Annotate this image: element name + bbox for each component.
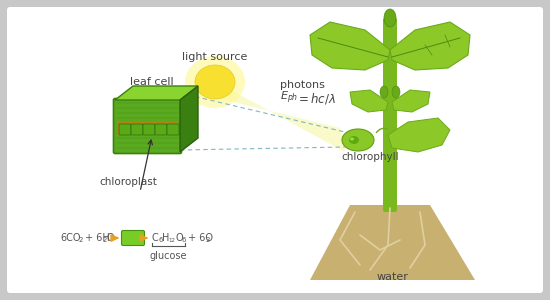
FancyBboxPatch shape bbox=[155, 124, 167, 135]
Text: photons: photons bbox=[280, 80, 325, 90]
Text: 2: 2 bbox=[103, 238, 107, 244]
Text: O: O bbox=[175, 233, 183, 243]
Text: + 6H: + 6H bbox=[82, 233, 110, 243]
Polygon shape bbox=[350, 90, 388, 112]
Polygon shape bbox=[115, 86, 198, 100]
FancyBboxPatch shape bbox=[167, 124, 179, 135]
Ellipse shape bbox=[195, 65, 235, 99]
Polygon shape bbox=[198, 72, 345, 152]
Polygon shape bbox=[310, 22, 390, 70]
Text: $\mathit{E}_{ph}$: $\mathit{E}_{ph}$ bbox=[280, 90, 298, 106]
FancyBboxPatch shape bbox=[7, 7, 543, 293]
Ellipse shape bbox=[392, 86, 400, 98]
Text: chlorophyll: chlorophyll bbox=[341, 152, 399, 162]
Polygon shape bbox=[390, 22, 470, 70]
Bar bbox=[117, 122, 178, 136]
Ellipse shape bbox=[185, 56, 245, 108]
Text: $= hc/\lambda$: $= hc/\lambda$ bbox=[296, 91, 336, 106]
Text: 6: 6 bbox=[158, 238, 163, 244]
Text: light source: light source bbox=[182, 52, 248, 62]
Text: C: C bbox=[152, 233, 159, 243]
Text: O: O bbox=[107, 233, 114, 243]
Ellipse shape bbox=[384, 9, 396, 27]
Text: + 6O: + 6O bbox=[185, 233, 213, 243]
Text: leaf cell: leaf cell bbox=[130, 77, 174, 87]
Ellipse shape bbox=[350, 137, 354, 140]
Text: 12: 12 bbox=[168, 238, 175, 243]
FancyBboxPatch shape bbox=[383, 18, 397, 212]
Polygon shape bbox=[180, 86, 198, 152]
Text: glucose: glucose bbox=[150, 251, 187, 261]
FancyBboxPatch shape bbox=[122, 230, 145, 245]
Text: water: water bbox=[376, 272, 408, 282]
Text: chloroplast: chloroplast bbox=[99, 177, 157, 187]
FancyBboxPatch shape bbox=[113, 98, 182, 154]
Text: 6: 6 bbox=[182, 238, 186, 244]
Text: H: H bbox=[162, 233, 169, 243]
Text: 2: 2 bbox=[79, 238, 83, 244]
FancyBboxPatch shape bbox=[119, 124, 131, 135]
Text: 6CO: 6CO bbox=[60, 233, 80, 243]
Ellipse shape bbox=[349, 136, 359, 144]
Polygon shape bbox=[392, 90, 430, 112]
FancyBboxPatch shape bbox=[143, 124, 155, 135]
Ellipse shape bbox=[380, 86, 388, 98]
Ellipse shape bbox=[342, 129, 374, 151]
Text: 2: 2 bbox=[206, 238, 210, 244]
Polygon shape bbox=[310, 205, 475, 280]
FancyBboxPatch shape bbox=[131, 124, 143, 135]
Polygon shape bbox=[388, 118, 450, 152]
